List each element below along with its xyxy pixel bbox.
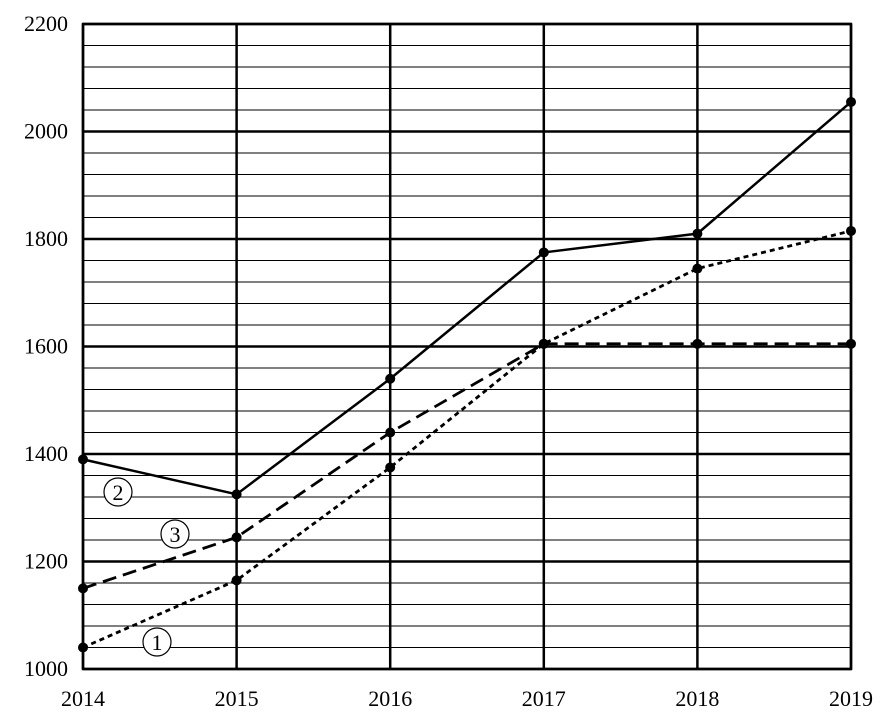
series-label-3: 3 (160, 519, 190, 549)
x-tick-label: 2014 (61, 686, 105, 711)
series-3-point (538, 338, 549, 349)
series-1-point (385, 462, 396, 473)
y-tick-label: 1800 (24, 226, 68, 251)
series-2-point (846, 96, 856, 107)
series-2-point (385, 373, 396, 384)
series-2-point (692, 228, 703, 239)
x-tick-label: 2018 (675, 686, 719, 711)
y-tick-label: 1600 (24, 334, 68, 359)
series-label-circle (103, 477, 133, 507)
series-2-point (231, 489, 242, 500)
series-label-text: 3 (170, 522, 181, 547)
x-tick-label: 2019 (829, 686, 873, 711)
tick-labels: 1000 1200 1400 1600 1800 2000 2200 2014 2015 2016… (24, 11, 873, 711)
series-label-circle (142, 627, 172, 657)
x-tick-label: 2015 (215, 686, 259, 711)
series-1-point (692, 263, 703, 274)
series-3-point (231, 532, 242, 543)
series-label-text: 2 (113, 480, 124, 505)
series-line-3 (82, 342, 851, 590)
series-label-text: 1 (152, 630, 163, 655)
series-3-point (385, 427, 396, 438)
series-label-circle (160, 519, 190, 549)
series-line-1 (82, 229, 852, 649)
series-3-point (846, 338, 856, 349)
x-tick-label: 2017 (522, 686, 566, 711)
series-2-point (538, 247, 549, 258)
y-tick-label: 1000 (24, 656, 68, 681)
series-1-point (231, 575, 242, 586)
y-tick-label: 2000 (24, 119, 68, 144)
series-3-point (78, 583, 88, 594)
series-labels: 1 2 3 (103, 477, 190, 657)
series-label-2: 2 (103, 477, 133, 507)
series-1-point (846, 225, 856, 236)
y-tick-label: 1200 (24, 549, 68, 574)
y-tick-label: 2200 (24, 11, 68, 36)
series-2-point (78, 454, 88, 465)
series-line-2 (82, 100, 852, 496)
series-3-point (692, 338, 703, 349)
x-tick-label: 2016 (368, 686, 412, 711)
grid (81, 22, 853, 671)
series-1-point (78, 642, 88, 653)
series-layer (78, 96, 856, 653)
y-tick-label: 1400 (24, 441, 68, 466)
series-label-1: 1 (142, 627, 172, 657)
